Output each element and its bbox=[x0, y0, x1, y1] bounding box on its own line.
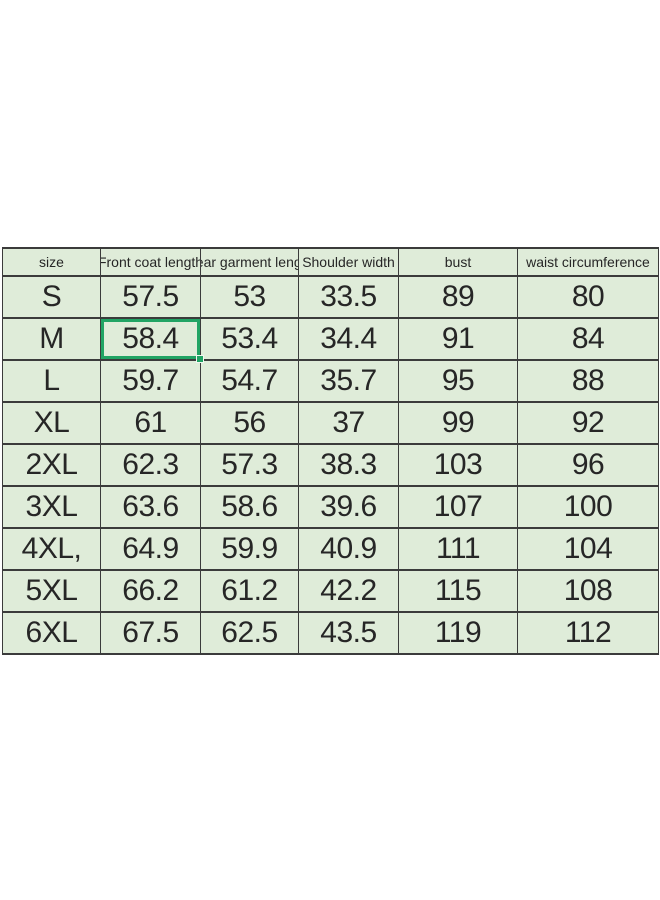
cell-rear-garment-length[interactable]: 58.6 bbox=[200, 485, 299, 529]
header-row: size Front coat length Rear garment leng… bbox=[2, 247, 659, 277]
cell-size[interactable]: S bbox=[2, 275, 101, 319]
cell-shoulder-width[interactable]: 37 bbox=[298, 401, 399, 445]
cell-bust[interactable]: 103 bbox=[398, 443, 518, 487]
header-waist-circumference-label: waist circumference bbox=[526, 254, 650, 270]
header-bust-label: bust bbox=[444, 254, 472, 270]
table-row-3xl: 3XL 63.6 58.6 39.6 107 100 bbox=[2, 485, 659, 529]
cell-rear-garment-length[interactable]: 57.3 bbox=[200, 443, 299, 487]
table-row-6xl: 6XL 67.5 62.5 43.5 119 112 bbox=[2, 611, 659, 655]
table-row-4xl: 4XL, 64.9 59.9 40.9 111 104 bbox=[2, 527, 659, 571]
cell-shoulder-width[interactable]: 35.7 bbox=[298, 359, 399, 403]
cell-size[interactable]: 2XL bbox=[2, 443, 101, 487]
table-row-5xl: 5XL 66.2 61.2 42.2 115 108 bbox=[2, 569, 659, 613]
cell-rear-garment-length[interactable]: 59.9 bbox=[200, 527, 299, 571]
cell-rear-garment-length[interactable]: 54.7 bbox=[200, 359, 299, 403]
cell-bust[interactable]: 99 bbox=[398, 401, 518, 445]
size-chart: size Front coat length Rear garment leng… bbox=[2, 247, 659, 655]
cell-rear-garment-length[interactable]: 53 bbox=[200, 275, 299, 319]
selected-cell[interactable]: 58.4 bbox=[100, 317, 204, 363]
header-front-coat-length[interactable]: Front coat length bbox=[100, 247, 201, 277]
header-size-label: size bbox=[39, 254, 64, 270]
header-rear-garment-length-label: Rear garment length bbox=[202, 254, 298, 270]
table-row-m: M 58.4 53.4 34.4 91 84 bbox=[2, 317, 659, 363]
header-front-coat-length-label: Front coat length bbox=[101, 254, 200, 270]
cell-front-coat-length[interactable]: 59.7 bbox=[100, 359, 201, 403]
cell-bust[interactable]: 119 bbox=[398, 611, 518, 655]
cell-waist[interactable]: 80 bbox=[517, 275, 659, 319]
cell-rear-garment-length[interactable]: 56 bbox=[200, 401, 299, 445]
cell-front-coat-length[interactable]: 64.9 bbox=[100, 527, 201, 571]
cell-size[interactable]: 4XL, bbox=[2, 527, 101, 571]
cell-waist[interactable]: 108 bbox=[517, 569, 659, 613]
cell-waist[interactable]: 112 bbox=[517, 611, 659, 655]
cell-bust[interactable]: 115 bbox=[398, 569, 518, 613]
cell-size[interactable]: 6XL bbox=[2, 611, 101, 655]
cell-bust[interactable]: 95 bbox=[398, 359, 518, 403]
cell-front-coat-length[interactable]: 61 bbox=[100, 401, 201, 445]
cell-bust[interactable]: 91 bbox=[398, 317, 518, 361]
header-shoulder-width[interactable]: Shoulder width bbox=[298, 247, 399, 277]
cell-size[interactable]: L bbox=[2, 359, 101, 403]
table-row-l: L 59.7 54.7 35.7 95 88 bbox=[2, 359, 659, 403]
cell-rear-garment-length[interactable]: 62.5 bbox=[200, 611, 299, 655]
cell-rear-garment-length[interactable]: 53.4 bbox=[200, 317, 299, 361]
header-waist-circumference[interactable]: waist circumference bbox=[517, 247, 659, 277]
cell-bust[interactable]: 89 bbox=[398, 275, 518, 319]
cell-size[interactable]: 5XL bbox=[2, 569, 101, 613]
cell-front-coat-length[interactable]: 57.5 bbox=[100, 275, 201, 319]
header-size[interactable]: size bbox=[2, 247, 101, 277]
cell-bust[interactable]: 107 bbox=[398, 485, 518, 529]
cell-shoulder-width[interactable]: 42.2 bbox=[298, 569, 399, 613]
header-shoulder-width-label: Shoulder width bbox=[302, 254, 395, 270]
cell-size[interactable]: XL bbox=[2, 401, 101, 445]
table-row-xl: XL 61 56 37 99 92 bbox=[2, 401, 659, 445]
cell-bust[interactable]: 111 bbox=[398, 527, 518, 571]
cell-waist[interactable]: 88 bbox=[517, 359, 659, 403]
cell-shoulder-width[interactable]: 34.4 bbox=[298, 317, 399, 361]
table-row-s: S 57.5 53 33.5 89 80 bbox=[2, 275, 659, 319]
cell-waist[interactable]: 100 bbox=[517, 485, 659, 529]
cell-shoulder-width[interactable]: 40.9 bbox=[298, 527, 399, 571]
selection-fill-handle[interactable] bbox=[196, 355, 204, 363]
cell-size[interactable]: 3XL bbox=[2, 485, 101, 529]
cell-waist[interactable]: 96 bbox=[517, 443, 659, 487]
cell-waist[interactable]: 84 bbox=[517, 317, 659, 361]
table-row-2xl: 2XL 62.3 57.3 38.3 103 96 bbox=[2, 443, 659, 487]
cell-shoulder-width[interactable]: 33.5 bbox=[298, 275, 399, 319]
cell-waist[interactable]: 104 bbox=[517, 527, 659, 571]
cell-front-coat-length[interactable]: 62.3 bbox=[100, 443, 201, 487]
header-bust[interactable]: bust bbox=[398, 247, 518, 277]
cell-size[interactable]: M bbox=[2, 317, 101, 361]
cell-front-coat-length[interactable]: 66.2 bbox=[100, 569, 201, 613]
cell-shoulder-width[interactable]: 43.5 bbox=[298, 611, 399, 655]
size-chart-table: size Front coat length Rear garment leng… bbox=[2, 247, 659, 655]
cell-shoulder-width[interactable]: 39.6 bbox=[298, 485, 399, 529]
cell-rear-garment-length[interactable]: 61.2 bbox=[200, 569, 299, 613]
cell-waist[interactable]: 92 bbox=[517, 401, 659, 445]
header-rear-garment-length[interactable]: Rear garment length bbox=[200, 247, 299, 277]
cell-front-coat-length[interactable]: 67.5 bbox=[100, 611, 201, 655]
cell-shoulder-width[interactable]: 38.3 bbox=[298, 443, 399, 487]
cell-front-coat-length[interactable]: 63.6 bbox=[100, 485, 201, 529]
